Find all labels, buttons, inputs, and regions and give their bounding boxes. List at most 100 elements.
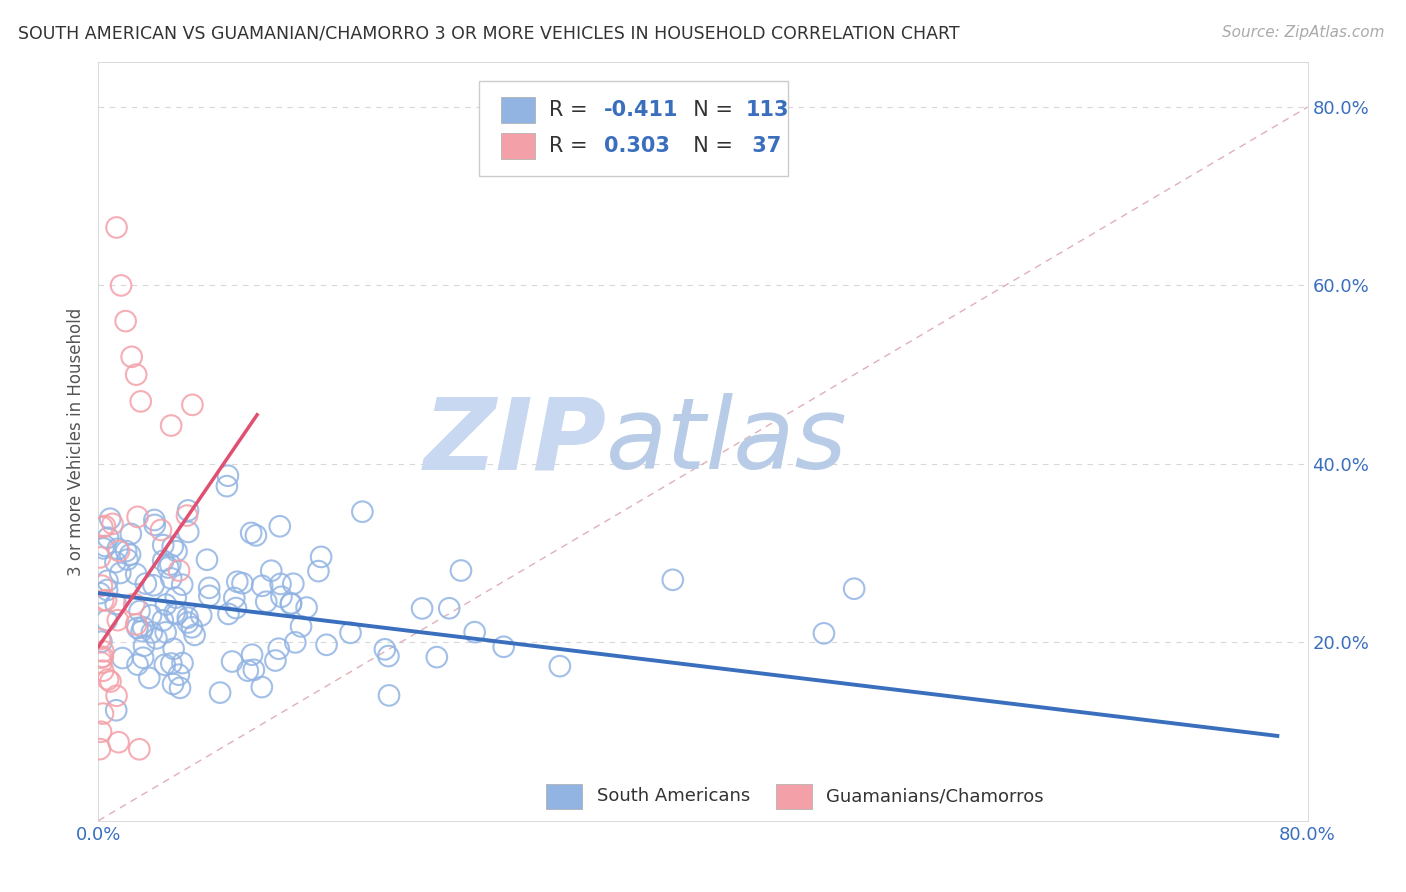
Point — [264, 654, 287, 668]
Point — [105, 703, 128, 717]
Point — [226, 574, 249, 589]
Point — [132, 620, 155, 634]
Point — [177, 615, 200, 630]
Y-axis label: 3 or more Vehicles in Household: 3 or more Vehicles in Household — [67, 308, 86, 575]
Point — [198, 581, 221, 595]
Point — [844, 582, 866, 596]
Point — [90, 724, 112, 739]
Point — [127, 621, 149, 635]
Point — [141, 625, 163, 640]
Point — [110, 278, 132, 293]
Point — [129, 394, 152, 409]
Bar — [501, 133, 534, 159]
Point — [91, 649, 114, 664]
Point — [125, 368, 148, 382]
Point — [89, 632, 111, 646]
Point — [128, 742, 150, 756]
Point — [96, 582, 118, 597]
Point — [177, 610, 200, 624]
Point — [104, 555, 127, 569]
Point — [270, 577, 292, 591]
Point — [198, 589, 221, 603]
Point — [111, 651, 134, 665]
Point — [96, 613, 118, 627]
Point — [125, 617, 148, 632]
Point — [107, 735, 129, 749]
Text: -0.411: -0.411 — [603, 100, 678, 120]
Point — [128, 604, 150, 618]
Point — [177, 503, 200, 517]
Point — [411, 601, 433, 615]
Point — [160, 418, 183, 433]
Point — [138, 671, 160, 685]
Point — [105, 220, 128, 235]
Point — [160, 657, 183, 671]
Text: atlas: atlas — [606, 393, 848, 490]
Point — [661, 573, 683, 587]
Point — [149, 523, 172, 537]
Point — [90, 650, 112, 665]
Point — [91, 520, 114, 534]
Point — [307, 564, 329, 578]
Point — [315, 638, 337, 652]
Bar — [776, 784, 811, 808]
Point — [143, 513, 166, 527]
Point — [270, 590, 292, 604]
Text: Source: ZipAtlas.com: Source: ZipAtlas.com — [1222, 25, 1385, 40]
Point — [98, 512, 121, 526]
Text: ZIP: ZIP — [423, 393, 606, 490]
Point — [97, 531, 120, 545]
Point — [159, 558, 181, 572]
Point — [127, 657, 149, 672]
Point — [492, 640, 515, 654]
Point — [120, 548, 142, 562]
Point — [90, 634, 112, 648]
Point — [181, 398, 204, 412]
Point — [121, 350, 143, 364]
Point — [89, 586, 111, 600]
Point — [250, 579, 273, 593]
Point — [374, 642, 396, 657]
Point — [91, 593, 114, 607]
Point — [152, 538, 174, 552]
Point — [295, 600, 318, 615]
Point — [94, 593, 117, 607]
Point — [177, 524, 200, 539]
Point — [127, 509, 149, 524]
Point — [284, 635, 307, 649]
Point — [267, 641, 290, 656]
Point — [224, 591, 246, 605]
Point — [120, 527, 142, 541]
Point — [157, 560, 180, 574]
Point — [89, 550, 111, 565]
Point — [221, 655, 243, 669]
Point — [195, 552, 218, 566]
Point — [97, 673, 120, 687]
Point — [450, 564, 472, 578]
Point — [104, 597, 127, 611]
Point — [250, 680, 273, 694]
Point — [231, 576, 253, 591]
Point — [91, 644, 114, 658]
Point — [160, 571, 183, 585]
Point — [90, 579, 112, 593]
Point — [254, 595, 277, 609]
Point — [143, 517, 166, 532]
Point — [162, 641, 184, 656]
Text: South Americans: South Americans — [596, 788, 749, 805]
Point — [378, 689, 401, 703]
Point — [217, 607, 239, 621]
Text: SOUTH AMERICAN VS GUAMANIAN/CHAMORRO 3 OR MORE VEHICLES IN HOUSEHOLD CORRELATION: SOUTH AMERICAN VS GUAMANIAN/CHAMORRO 3 O… — [18, 25, 960, 43]
Point — [94, 539, 117, 553]
Point — [190, 608, 212, 623]
Point — [352, 505, 374, 519]
Point — [236, 664, 259, 678]
Point — [110, 566, 132, 580]
Text: 37: 37 — [745, 136, 782, 156]
Point — [209, 685, 232, 699]
Point — [167, 564, 190, 578]
Point — [169, 681, 191, 695]
Text: 0.303: 0.303 — [603, 136, 669, 156]
Point — [132, 639, 155, 653]
Point — [94, 519, 117, 533]
